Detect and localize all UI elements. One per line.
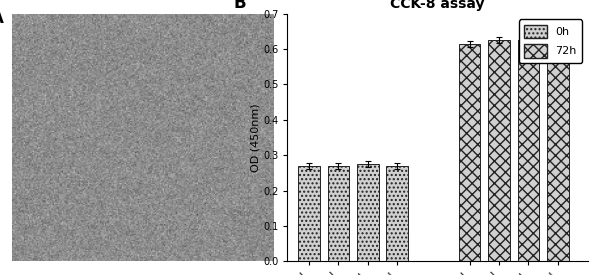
Bar <box>298 166 320 261</box>
Text: A: A <box>0 9 4 27</box>
Legend: 0h, 72h: 0h, 72h <box>519 19 583 63</box>
Bar <box>386 166 408 261</box>
Bar <box>328 166 349 261</box>
Bar <box>488 40 510 261</box>
Bar <box>459 44 481 261</box>
Text: B: B <box>233 0 246 12</box>
Bar <box>547 42 569 261</box>
Y-axis label: OD (450nm): OD (450nm) <box>250 103 260 172</box>
Bar <box>518 40 539 261</box>
Title: CCK-8 assay: CCK-8 assay <box>391 0 485 11</box>
Bar <box>357 164 379 261</box>
